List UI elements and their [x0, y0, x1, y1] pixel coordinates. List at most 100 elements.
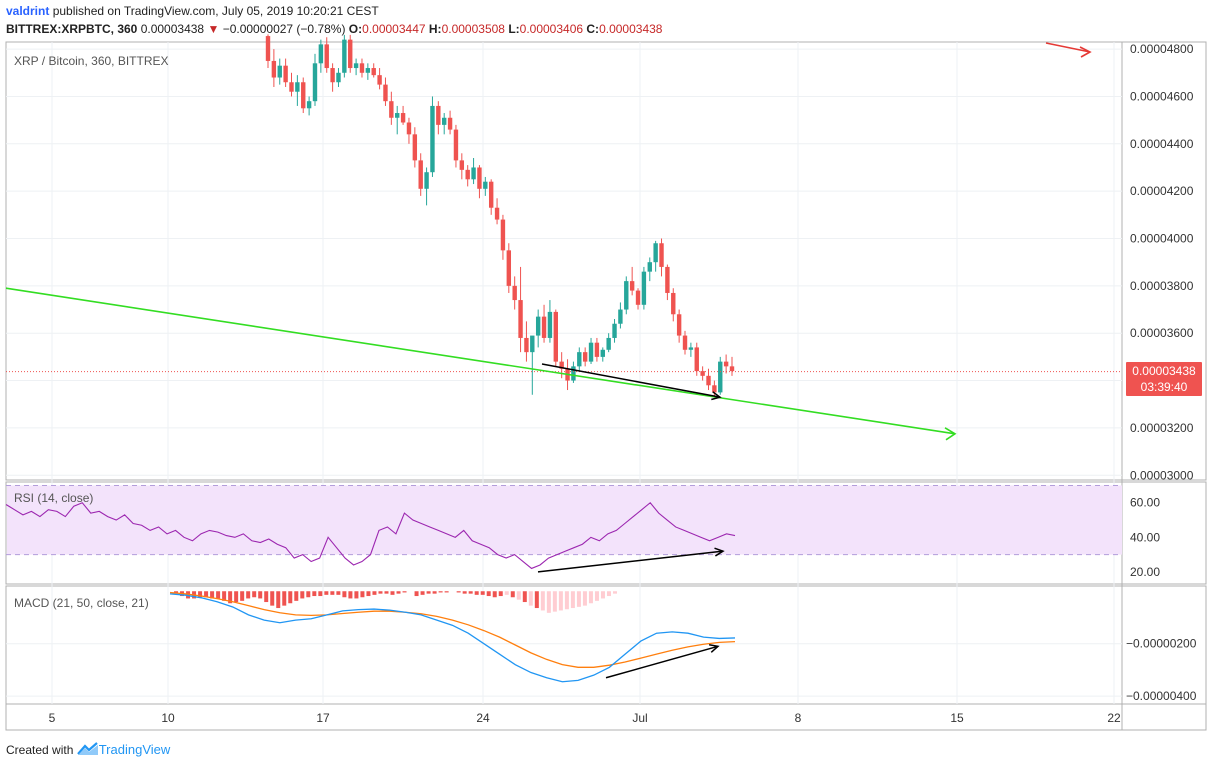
macd-histogram-bar: [372, 591, 377, 595]
candle-body: [723, 361, 729, 367]
high-value: 0.00003508: [441, 22, 505, 36]
macd-histogram-bar: [234, 591, 239, 603]
macd-histogram-bar: [444, 591, 449, 593]
candle-body: [547, 311, 553, 338]
candle-body: [682, 335, 688, 350]
macd-histogram-bar: [384, 591, 389, 594]
low-label: L:: [508, 22, 520, 36]
x-tick-label: Jul: [632, 711, 647, 725]
macd-histogram-bar: [300, 591, 305, 599]
macd-histogram-bar: [558, 591, 563, 611]
publish-line: valdrint published on TradingView.com, J…: [6, 4, 379, 18]
macd-histogram-bar: [564, 591, 569, 610]
candle-body: [277, 65, 282, 78]
macd-histogram-bar: [510, 591, 515, 598]
price-tick-label: 0.00003600: [1130, 326, 1194, 340]
rsi-band: [6, 484, 1122, 556]
candle-body: [436, 105, 441, 125]
macd-histogram-bar: [246, 591, 251, 599]
candle-body: [500, 219, 506, 251]
candle-body: [659, 243, 664, 267]
price-tick-label: 0.00004400: [1130, 137, 1194, 151]
macd-histogram-bar: [276, 591, 281, 609]
candle-body: [694, 347, 699, 372]
candle-body: [312, 63, 318, 102]
price-divergence-arrow: [541, 363, 721, 398]
candle-body: [459, 160, 465, 170]
candle-body: [629, 281, 635, 291]
candle-body: [336, 72, 341, 83]
macd-histogram-bar: [534, 591, 539, 609]
candle-body: [318, 44, 324, 64]
candle-body: [453, 129, 459, 161]
red-arrow-line: [1045, 42, 1091, 53]
candle-body: [377, 75, 382, 85]
macd-histogram-bar: [468, 591, 473, 594]
candle-body: [530, 335, 535, 353]
macd-histogram-bar: [288, 591, 293, 604]
macd-histogram-bar: [222, 591, 227, 601]
macd-histogram-bar: [582, 591, 587, 606]
macd-histogram-bar: [360, 591, 365, 598]
x-tick-label: 8: [795, 711, 802, 725]
last-price-tag: [1126, 362, 1202, 396]
candle-body: [348, 39, 353, 69]
candle-body: [488, 181, 494, 208]
macd-histogram-bar: [204, 591, 209, 598]
user-drawings: [5, 42, 1092, 679]
indicator-lines: [5, 371, 1122, 683]
candle-body: [729, 366, 735, 372]
candle-body: [371, 68, 376, 76]
x-tick-label: 15: [950, 711, 964, 725]
macd-histogram-bar: [210, 591, 215, 599]
macd-tick-label: −0.00000200: [1126, 637, 1197, 651]
trendline-arrowhead: [944, 427, 957, 441]
candle-body: [618, 309, 623, 324]
macd-histogram-bar: [498, 591, 503, 597]
macd-histogram-bar: [462, 591, 467, 594]
candle-body: [301, 82, 306, 109]
macd-histogram-bar: [480, 591, 485, 595]
macd-histogram-bar: [228, 591, 233, 604]
macd-histogram-bar: [312, 591, 317, 597]
candle-body: [330, 68, 335, 83]
macd-histogram-bar: [294, 591, 299, 601]
macd-histogram-bar: [324, 591, 329, 595]
macd-divergence-arrow-head: [709, 643, 720, 653]
price-tick-label: 0.00003200: [1130, 421, 1194, 435]
price-change: −0.00000027 (−0.78%): [222, 22, 346, 36]
rsi-divergence-arrow: [537, 550, 724, 573]
candle-body: [400, 113, 406, 123]
macd-histogram-bar: [378, 591, 383, 594]
rsi-pane-title: RSI (14, close): [14, 491, 93, 505]
tradingview-brand[interactable]: TradingView: [98, 742, 171, 757]
candle-body: [506, 250, 512, 286]
macd-histogram-bar: [366, 591, 371, 597]
price-tick-label: 0.00003800: [1130, 279, 1194, 293]
candle-body: [635, 290, 641, 305]
macd-histogram: [174, 591, 617, 613]
open-value: 0.00003447: [362, 22, 426, 36]
candle-body: [524, 337, 529, 353]
macd-histogram-bar: [492, 591, 497, 598]
axes-labels: 5 10 17 24 Jul 8 15 22 0.00003000 0.00003200 0.000…: [49, 42, 1197, 725]
x-tick-label: 5: [49, 711, 56, 725]
price-pane[interactable]: [5, 41, 1207, 481]
candle-body: [535, 316, 541, 336]
macd-histogram-bar: [456, 591, 461, 593]
macd-signal-line: [169, 591, 736, 668]
macd-histogram-bar: [390, 591, 395, 595]
rsi-band-fill: [7, 485, 1122, 555]
candle-body: [271, 60, 277, 78]
rsi-divergence-arrow-head: [714, 547, 725, 557]
candle-body: [483, 181, 488, 189]
candles: [265, 34, 735, 398]
author-name[interactable]: valdrint: [6, 4, 50, 18]
macd-pane[interactable]: [5, 585, 1207, 705]
candle-body: [406, 122, 412, 135]
time-axis[interactable]: [5, 703, 1207, 731]
macd-histogram-bar: [516, 591, 521, 600]
macd-histogram-bar: [420, 591, 425, 595]
rsi-pane[interactable]: [5, 481, 1207, 585]
